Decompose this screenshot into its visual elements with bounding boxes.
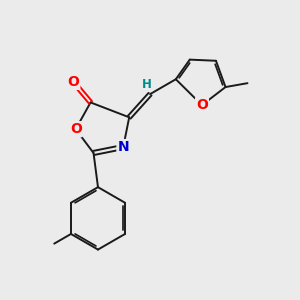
- Text: O: O: [68, 75, 79, 89]
- Text: H: H: [142, 78, 152, 91]
- Text: N: N: [117, 140, 129, 154]
- Text: O: O: [70, 122, 82, 136]
- Text: O: O: [196, 98, 208, 112]
